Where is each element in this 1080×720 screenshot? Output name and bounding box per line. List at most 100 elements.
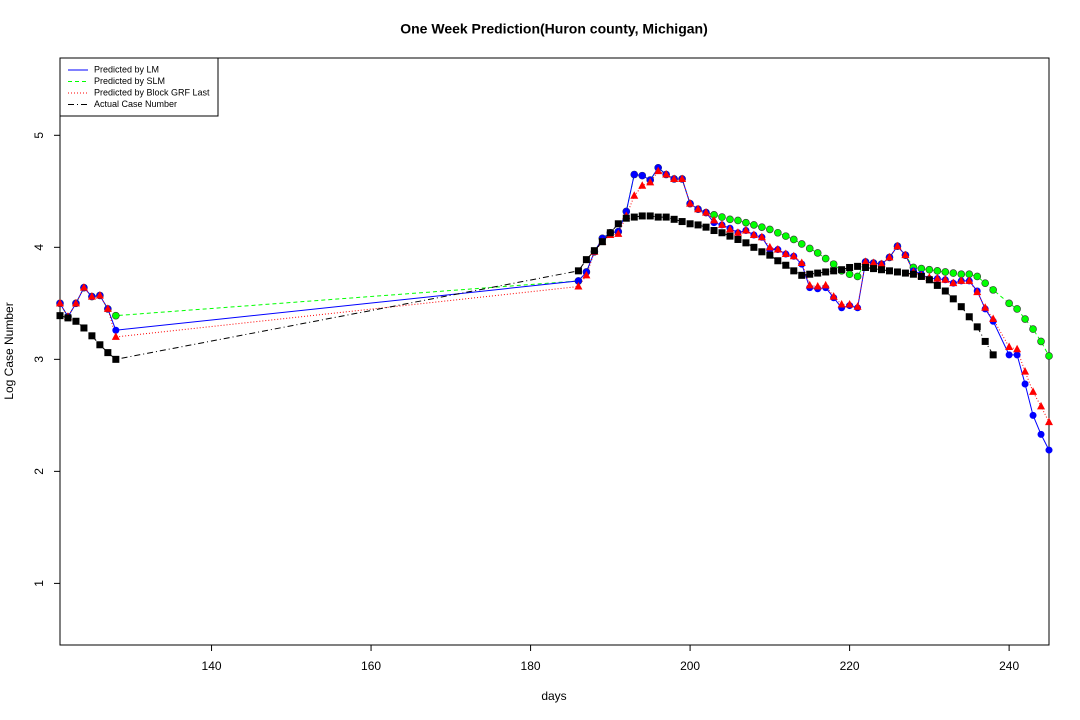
- data-point: [742, 218, 750, 227]
- data-point: [662, 213, 670, 221]
- data-point: [941, 275, 950, 283]
- data-point: [957, 276, 966, 284]
- data-point: [718, 229, 726, 237]
- data-point: [72, 317, 80, 325]
- data-point: [1045, 352, 1053, 360]
- data-point: [869, 258, 878, 267]
- data-point: [590, 247, 598, 255]
- data-point: [981, 303, 990, 311]
- data-point: [1037, 401, 1046, 410]
- y-tick-label: 2: [32, 468, 46, 475]
- data-point: [95, 290, 104, 299]
- data-point: [885, 252, 894, 261]
- y-tick-label: 3: [32, 356, 46, 363]
- data-point: [949, 269, 958, 277]
- data-point: [805, 280, 814, 289]
- data-point: [678, 174, 687, 182]
- data-point: [1021, 380, 1029, 388]
- data-point: [686, 199, 695, 207]
- data-point: [1021, 315, 1029, 323]
- data-point: [56, 298, 64, 307]
- data-point: [1045, 417, 1053, 426]
- data-point: [981, 279, 989, 287]
- data-point: [877, 259, 886, 268]
- plot-frame: [59, 57, 1050, 646]
- data-point: [622, 214, 630, 222]
- data-point: [686, 220, 694, 228]
- data-point: [797, 240, 806, 248]
- data-point: [654, 166, 663, 175]
- data-point: [734, 216, 742, 225]
- data-point: [766, 251, 774, 259]
- data-point: [88, 332, 96, 340]
- data-point: [79, 283, 88, 291]
- data-point: [1013, 344, 1022, 353]
- data-point: [582, 270, 591, 279]
- data-point: [781, 249, 790, 258]
- data-point: [797, 258, 806, 267]
- data-point: [909, 270, 917, 278]
- x-tick-label: 200: [680, 659, 700, 673]
- data-point: [64, 314, 72, 322]
- data-point: [854, 262, 862, 270]
- data-point: [742, 239, 750, 247]
- data-point: [630, 171, 638, 179]
- data-point: [933, 267, 942, 275]
- data-point: [630, 213, 638, 221]
- data-point: [1037, 430, 1045, 438]
- data-point: [878, 266, 886, 274]
- data-point: [774, 257, 782, 265]
- data-point: [989, 286, 997, 294]
- data-point: [574, 267, 582, 275]
- data-point: [965, 313, 973, 321]
- data-point: [781, 232, 790, 240]
- data-point: [654, 213, 662, 221]
- data-point: [717, 220, 726, 228]
- data-point: [614, 229, 623, 237]
- data-point: [845, 299, 854, 308]
- data-point: [718, 213, 726, 221]
- data-point: [1029, 411, 1037, 419]
- series-line: [59, 170, 1050, 423]
- data-point: [1037, 337, 1045, 346]
- y-tick-label: 5: [32, 132, 46, 139]
- data-point: [725, 224, 734, 233]
- data-point: [933, 274, 942, 282]
- legend-label: Actual Case Number: [94, 99, 177, 109]
- data-point: [733, 228, 742, 236]
- data-point: [973, 323, 981, 331]
- data-point: [638, 212, 646, 220]
- data-point: [885, 267, 893, 275]
- data-point: [646, 212, 654, 220]
- x-tick-label: 240: [999, 659, 1019, 673]
- data-point: [1013, 351, 1021, 359]
- data-point: [901, 250, 910, 259]
- data-point: [845, 270, 854, 279]
- data-point: [638, 181, 647, 189]
- data-point: [965, 276, 974, 284]
- series-line: [59, 215, 994, 360]
- data-point: [774, 228, 782, 237]
- data-point: [750, 221, 758, 229]
- data-point: [821, 254, 830, 263]
- data-point: [853, 302, 862, 310]
- data-point: [1013, 305, 1021, 313]
- data-point: [925, 276, 933, 284]
- data-point: [87, 292, 96, 300]
- data-point: [973, 272, 982, 281]
- data-point: [941, 268, 950, 276]
- data-point: [678, 218, 686, 226]
- data-point: [766, 225, 774, 234]
- data-point: [598, 238, 606, 246]
- data-point: [933, 281, 941, 289]
- data-point: [758, 248, 766, 256]
- data-point: [749, 230, 758, 238]
- data-point: [957, 303, 965, 311]
- data-point: [574, 277, 582, 285]
- data-point: [989, 314, 998, 323]
- data-point: [702, 223, 710, 231]
- data-point: [925, 265, 934, 274]
- data-point: [726, 215, 734, 224]
- data-point: [789, 251, 798, 260]
- data-point: [103, 304, 112, 312]
